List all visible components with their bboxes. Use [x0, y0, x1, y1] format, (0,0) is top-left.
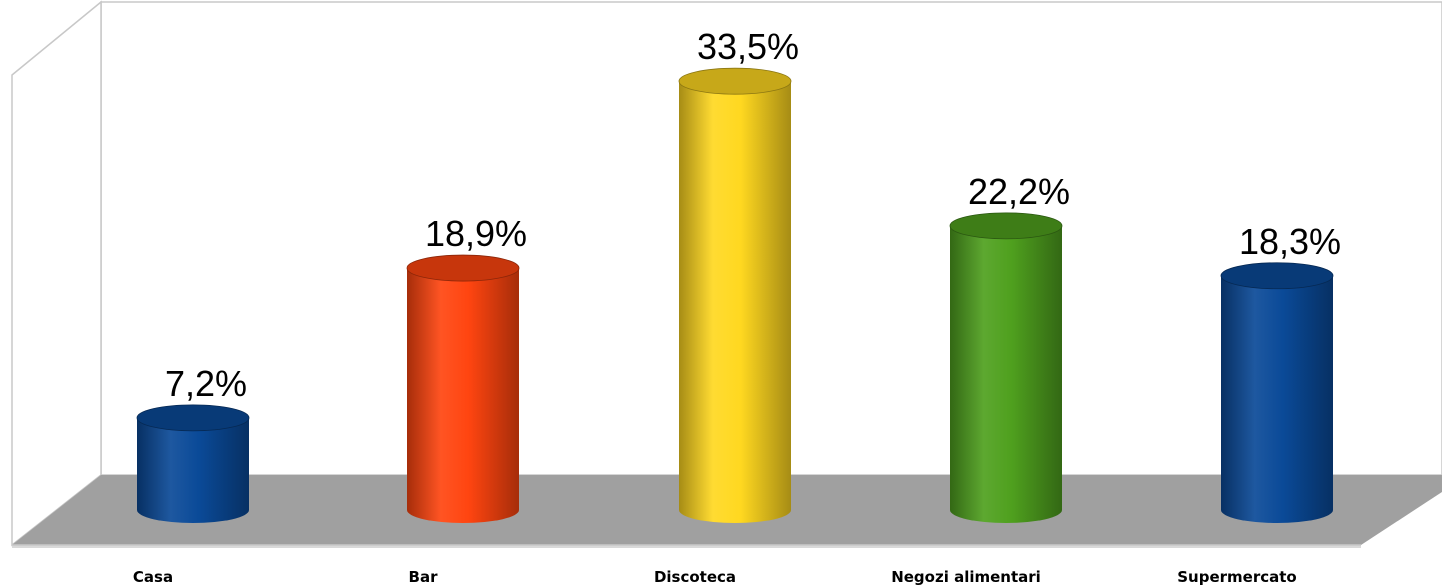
category-label: Bar [409, 568, 439, 586]
bar-body [407, 268, 519, 523]
category-label: Discoteca [654, 568, 736, 586]
side-wall [11, 0, 102, 547]
category-label: Supermercato [1177, 568, 1296, 586]
bar-top [406, 254, 520, 282]
bar-top [1220, 262, 1334, 290]
bar-body [1221, 275, 1333, 523]
value-label: 33,5% [697, 26, 799, 67]
bar-supermercato [1220, 262, 1334, 523]
value-labels: 7,2% 18,9% 33,5% 22,2% 18,3% [165, 26, 1341, 404]
value-label: 7,2% [165, 363, 247, 404]
bar-top [136, 404, 250, 432]
bar-body [137, 417, 249, 523]
bar-discoteca [678, 67, 792, 523]
value-label: 22,2% [968, 171, 1070, 212]
bar-top [678, 67, 792, 95]
bar-bar [406, 254, 520, 523]
bar-series [136, 67, 1334, 523]
bar-negozi-alimentari [949, 212, 1063, 523]
bar-top [949, 212, 1063, 240]
category-label: Negozi alimentari [891, 568, 1041, 586]
bar-casa [136, 404, 250, 523]
bar-body [679, 81, 791, 523]
category-label: Casa [133, 568, 173, 586]
value-label: 18,9% [425, 213, 527, 254]
bar-body [950, 225, 1062, 523]
category-labels: Casa Bar Discoteca Negozi alimentari Superme… [133, 568, 1297, 586]
value-label: 18,3% [1239, 221, 1341, 262]
